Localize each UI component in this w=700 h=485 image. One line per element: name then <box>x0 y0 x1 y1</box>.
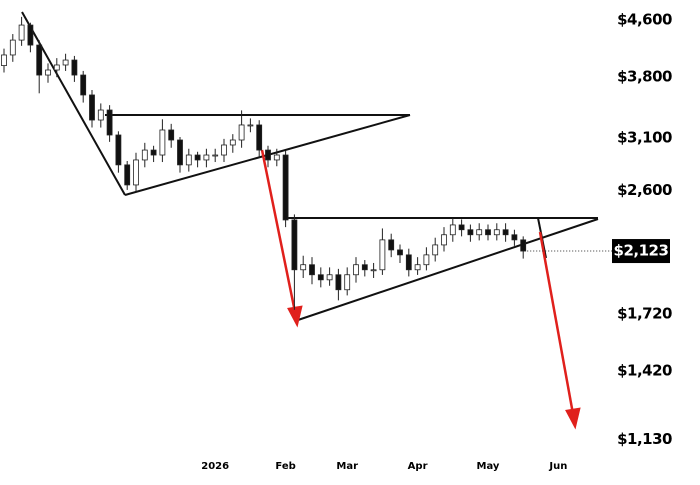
candle-body <box>388 239 395 251</box>
candle-body <box>1 54 7 66</box>
candle-body <box>485 229 491 236</box>
candle-body <box>9 39 16 56</box>
x-tick-label: Apr <box>408 461 428 472</box>
candle-body <box>133 159 139 186</box>
candle-body <box>115 134 122 166</box>
candle-body <box>53 64 60 71</box>
candles <box>1 16 527 310</box>
candle-body <box>221 144 227 156</box>
candle-body <box>317 274 324 281</box>
candle-body <box>361 264 368 271</box>
candle-body <box>106 109 113 136</box>
candle-body <box>405 254 412 271</box>
candle-body <box>185 154 192 166</box>
candle-body <box>18 24 25 41</box>
y-tick-label: $1,720 <box>617 304 672 322</box>
candle-body <box>89 94 95 121</box>
candle-body <box>326 274 333 281</box>
candle-body <box>168 129 175 141</box>
arrow-head <box>287 305 303 328</box>
candle-body <box>80 74 87 96</box>
x-tick-label: 2026 <box>201 461 229 472</box>
candle-body <box>177 139 183 166</box>
candle-body <box>265 149 271 161</box>
candle-body <box>309 264 315 276</box>
x-tick-label: Jun <box>548 461 567 472</box>
candle-body <box>458 224 465 231</box>
candle-body <box>194 154 201 161</box>
candle-body <box>432 244 439 256</box>
candle-body <box>370 269 377 272</box>
arrow-line <box>538 231 575 415</box>
y-tick-label: $1,420 <box>617 362 672 380</box>
candle-body <box>212 154 219 157</box>
y-tick-label: $3,800 <box>617 68 672 86</box>
y-tick-label: $4,600 <box>617 11 672 29</box>
candle-body <box>97 109 104 121</box>
trendline <box>297 218 599 321</box>
arrow-line <box>260 149 297 313</box>
candle-body <box>353 264 359 276</box>
candle-body <box>71 59 78 76</box>
x-tick-label: Feb <box>275 461 295 472</box>
candle-body <box>247 124 254 127</box>
candle-body <box>141 149 148 161</box>
candle-body <box>256 124 263 151</box>
y-tick-label: $1,130 <box>617 430 672 448</box>
candle-body <box>502 229 509 236</box>
candle-body <box>282 154 289 221</box>
x-tick-label: May <box>477 461 500 472</box>
price-box <box>612 239 670 264</box>
candle-body <box>441 234 447 246</box>
candle-body <box>159 129 166 156</box>
candle-body <box>493 229 500 236</box>
candle-body <box>291 219 298 271</box>
y-tick-label: $2,600 <box>617 181 672 199</box>
candle-body <box>27 24 34 46</box>
candle-body <box>449 224 456 236</box>
candle-body <box>335 274 342 291</box>
candle-body <box>229 139 236 146</box>
candle-body <box>300 264 307 271</box>
candle-body <box>344 274 351 291</box>
candle-body <box>62 59 69 66</box>
candle-body <box>150 149 157 156</box>
candle-body <box>397 249 403 256</box>
candle-body <box>36 44 43 76</box>
candle-body <box>379 239 386 271</box>
candle-body <box>238 124 245 141</box>
trendline <box>21 11 126 196</box>
candle-body <box>423 254 430 266</box>
candle-body <box>476 229 483 236</box>
candle-body <box>467 229 474 236</box>
x-tick-label: Mar <box>336 461 358 472</box>
candle-body <box>520 239 527 252</box>
annotations <box>21 11 599 321</box>
price-label: $2,123 <box>614 242 669 260</box>
candle-body <box>124 164 131 186</box>
candle-body <box>511 234 518 241</box>
candle-body <box>414 264 421 271</box>
arrow-head <box>565 407 581 430</box>
candle-body <box>273 154 280 161</box>
y-tick-label: $3,100 <box>617 128 672 146</box>
candle-body <box>45 69 51 76</box>
arrows <box>260 149 581 430</box>
candle-body <box>203 154 210 161</box>
